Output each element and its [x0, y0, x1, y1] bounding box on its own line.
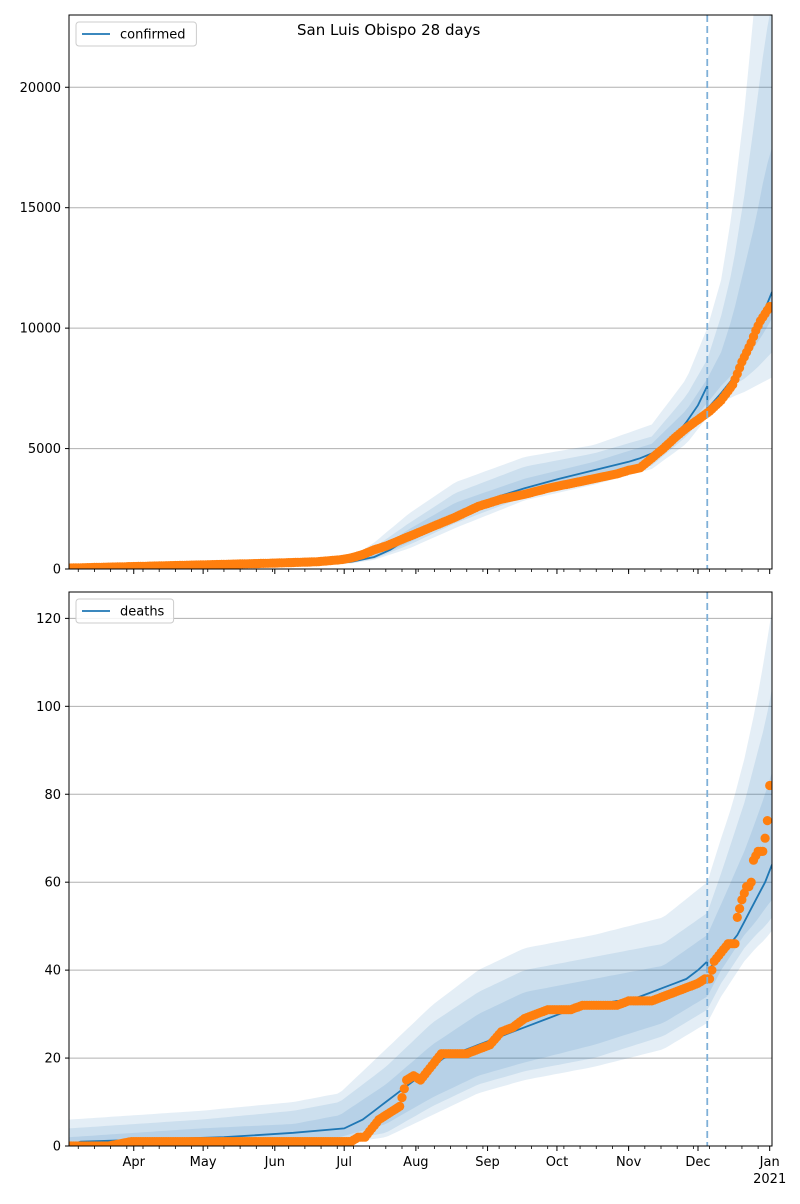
observed-point [758, 846, 768, 857]
x-tick-label: Jun [264, 1155, 285, 1170]
y-tick-label: 40 [44, 964, 61, 979]
confidence-band-2 [69, 15, 772, 569]
x-tick-label: Dec [685, 1155, 710, 1170]
y-tick-label: 80 [44, 788, 61, 803]
y-tick-label: 20 [44, 1052, 61, 1067]
confidence-band-3 [69, 147, 772, 569]
observed-point [765, 780, 772, 791]
observed-point [760, 833, 770, 843]
x-year-label: 2021 [753, 1172, 786, 1187]
observed-point [730, 939, 740, 949]
legend-box [75, 598, 175, 624]
axes-frame [68, 591, 773, 1147]
legend-label: confirmed [120, 28, 186, 43]
plot-area [69, 15, 772, 569]
legend: deaths [75, 598, 175, 624]
y-tick-label: 15000 [20, 201, 61, 216]
chart-panel-deaths: 0 20 40 60 80 100 120 Apr May Jun Jul Aug Sep Oct Nov D… [36, 591, 786, 1187]
x-tick-label: Nov [616, 1155, 642, 1170]
legend-box [75, 21, 197, 47]
legend-label: deaths [120, 605, 165, 620]
observed-point [395, 1101, 405, 1111]
y-tick-label: 100 [36, 700, 61, 715]
y-tick-label: 60 [44, 876, 61, 891]
y-tick-label: 10000 [20, 322, 61, 337]
x-tick-label: Apr [123, 1155, 146, 1170]
confidence-band-2 [69, 688, 772, 1146]
observed-point [746, 877, 756, 887]
x-tick-label: May [190, 1155, 217, 1170]
y-tick-label: 5000 [28, 442, 61, 457]
x-tick-label: Jul [335, 1155, 352, 1170]
chart-panel-confirmed: 0 5000 10000 15000 20000 confirmed [20, 14, 773, 578]
y-tick-label: 0 [53, 1140, 61, 1155]
legend: confirmed [75, 21, 197, 47]
x-tick-label: Sep [475, 1155, 500, 1170]
observed-point [397, 1093, 407, 1103]
observed-point [762, 816, 772, 826]
observed-point [707, 965, 717, 975]
axes-frame [68, 14, 773, 570]
plot-area [69, 609, 772, 1146]
y-tick-label: 20000 [20, 81, 61, 96]
y-tick-label: 120 [36, 612, 61, 627]
confidence-band-3 [69, 772, 772, 1146]
observed-point [765, 301, 772, 312]
x-tick-label: Oct [546, 1155, 568, 1170]
confidence-band-1 [69, 15, 772, 569]
y-tick-label: 0 [53, 563, 61, 578]
observed-point [399, 1084, 409, 1094]
x-tick-label: Aug [403, 1155, 428, 1170]
x-tick-label: Jan [759, 1155, 780, 1170]
confidence-band-1 [69, 609, 772, 1146]
figure-title: San Luis Obispo 28 days [297, 21, 481, 39]
observed-point [735, 904, 745, 914]
observed-point [732, 912, 742, 923]
